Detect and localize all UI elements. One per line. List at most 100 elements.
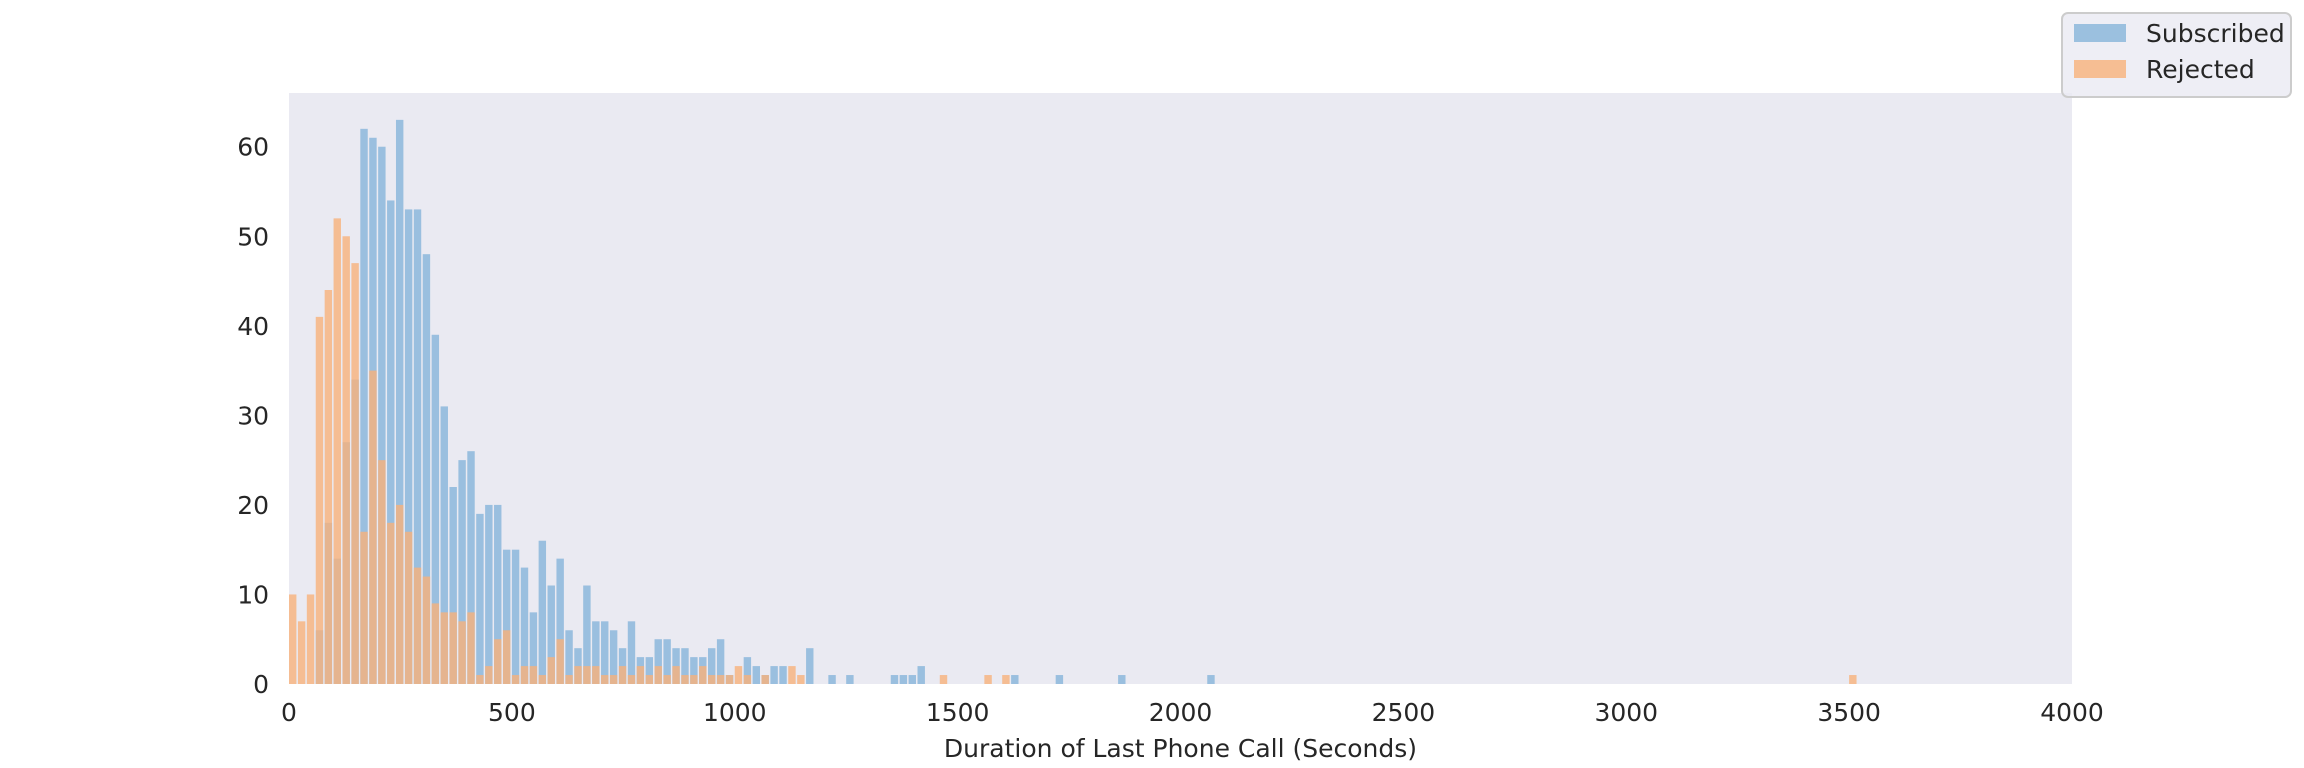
bar-rejected-24 xyxy=(502,630,511,684)
bar-subscribed-33 xyxy=(609,630,618,684)
bar-subscribed-59 xyxy=(1011,675,1019,684)
bar-rejected-36 xyxy=(609,675,618,684)
bar-rejected-45 xyxy=(690,675,698,684)
bar-rejected-54 xyxy=(797,675,805,684)
bar-subscribed-16 xyxy=(458,460,466,684)
bar-subscribed-23 xyxy=(520,567,529,684)
bar-rejected-30 xyxy=(556,639,564,684)
bar-subscribed-25 xyxy=(538,540,547,684)
bar-rejected-11 xyxy=(387,522,395,684)
bar-rejected-53 xyxy=(788,666,796,684)
bar-rejected-0 xyxy=(289,594,297,684)
bar-rejected-33 xyxy=(583,666,591,684)
bar-subscribed-26 xyxy=(547,585,555,684)
x-tick-label: 2500 xyxy=(1372,698,1436,727)
bar-subscribed-52 xyxy=(806,648,814,684)
bar-rejected-34 xyxy=(592,666,600,684)
bar-subscribed-35 xyxy=(627,621,636,684)
bar-rejected-47 xyxy=(708,675,716,684)
bar-subscribed-58 xyxy=(917,666,925,684)
y-tick-label: 30 xyxy=(237,401,269,430)
bar-rejected-12 xyxy=(395,504,404,684)
bar-rejected-18 xyxy=(449,612,457,684)
y-tick-label: 60 xyxy=(237,133,269,162)
bar-subscribed-14 xyxy=(440,406,448,684)
bar-subscribed-53 xyxy=(828,675,836,684)
bar-rejected-28 xyxy=(538,675,547,684)
bar-subscribed-5 xyxy=(360,128,368,684)
bar-subscribed-12 xyxy=(422,254,431,684)
bar-rejected-51 xyxy=(743,675,752,684)
bar-rejected-39 xyxy=(636,666,645,684)
x-tick-label: 3000 xyxy=(1594,698,1658,727)
bar-rejected-44 xyxy=(681,675,689,684)
bar-subscribed-44 xyxy=(708,648,716,684)
bar-rejected-5 xyxy=(333,218,341,684)
bar-rejected-1 xyxy=(297,621,306,684)
legend-swatch-subscribed xyxy=(2074,24,2126,42)
x-tick-label: 1500 xyxy=(926,698,990,727)
bar-subscribed-41 xyxy=(681,648,689,684)
legend: Subscribed Rejected xyxy=(2061,12,2292,98)
bar-subscribed-19 xyxy=(485,504,493,684)
bar-rejected-27 xyxy=(529,666,538,684)
bar-rejected-29 xyxy=(547,657,555,684)
bar-rejected-20 xyxy=(467,612,475,684)
bar-rejected-14 xyxy=(413,567,422,684)
bar-subscribed-11 xyxy=(413,209,422,684)
bar-subscribed-31 xyxy=(592,621,600,684)
bar-rejected-9 xyxy=(369,370,377,684)
bar-rejected-21 xyxy=(476,675,484,684)
bar-rejected-8 xyxy=(360,531,368,684)
bar-rejected-52 xyxy=(761,675,769,684)
bar-rejected-26 xyxy=(520,666,529,684)
bar-rejected-3 xyxy=(315,316,324,684)
bars-layer xyxy=(289,119,1857,685)
bar-rejected-35 xyxy=(601,675,609,684)
bar-subscribed-22 xyxy=(511,549,520,684)
bar-rejected-58 xyxy=(1849,675,1857,684)
bar-subscribed-20 xyxy=(494,504,502,684)
bar-subscribed-7 xyxy=(378,146,386,684)
bar-rejected-48 xyxy=(716,675,725,684)
bar-rejected-10 xyxy=(378,460,386,684)
bar-rejected-4 xyxy=(324,290,333,684)
bar-subscribed-39 xyxy=(663,639,671,684)
bar-subscribed-18 xyxy=(476,513,484,684)
bar-subscribed-8 xyxy=(387,200,395,685)
bar-subscribed-62 xyxy=(1207,675,1215,684)
x-tick-label: 0 xyxy=(281,698,297,727)
bar-rejected-49 xyxy=(725,675,734,684)
y-tick-label: 50 xyxy=(237,222,269,251)
bar-subscribed-37 xyxy=(645,657,654,684)
bar-rejected-43 xyxy=(672,666,680,684)
bar-subscribed-13 xyxy=(431,334,440,684)
x-tick-label: 2000 xyxy=(1149,698,1213,727)
bar-rejected-37 xyxy=(618,666,627,684)
bar-subscribed-60 xyxy=(1055,675,1064,684)
bar-subscribed-55 xyxy=(890,675,899,684)
bar-subscribed-28 xyxy=(565,630,573,684)
bar-rejected-40 xyxy=(645,675,654,684)
x-tick-label: 3500 xyxy=(1817,698,1881,727)
x-axis-ticks: 0 500 1000 1500 2000 2500 3000 3500 4000 xyxy=(281,698,2104,727)
bar-rejected-55 xyxy=(939,675,948,684)
bar-subscribed-21 xyxy=(502,549,511,684)
bar-rejected-19 xyxy=(458,621,466,684)
bar-subscribed-61 xyxy=(1118,675,1126,684)
legend-label-rejected: Rejected xyxy=(2146,55,2255,84)
y-tick-label: 20 xyxy=(237,491,269,520)
bar-rejected-57 xyxy=(1002,675,1010,684)
bar-subscribed-9 xyxy=(395,119,404,684)
y-axis-ticks: 0 10 20 30 40 50 60 xyxy=(237,133,269,699)
y-tick-label: 0 xyxy=(253,670,269,699)
bar-subscribed-47 xyxy=(743,657,752,684)
bar-subscribed-57 xyxy=(908,675,917,684)
bar-subscribed-27 xyxy=(556,558,564,684)
y-tick-label: 40 xyxy=(237,312,269,341)
bar-rejected-22 xyxy=(485,666,493,684)
bar-subscribed-17 xyxy=(467,451,475,684)
bar-rejected-17 xyxy=(440,612,448,684)
bar-subscribed-10 xyxy=(404,209,413,684)
bar-rejected-7 xyxy=(351,263,359,684)
